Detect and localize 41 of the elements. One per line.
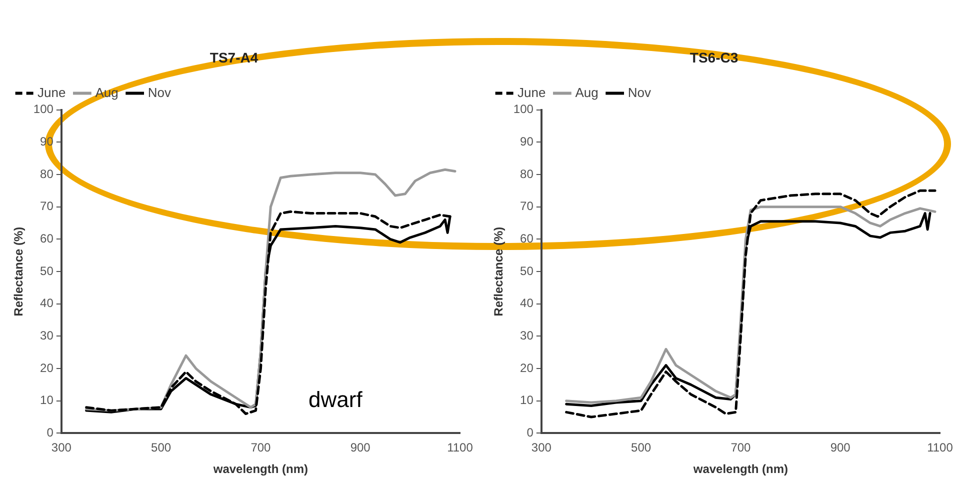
y-tick-label: 30 — [40, 328, 54, 342]
y-tick-label: 60 — [40, 231, 54, 246]
y-tick-label: 50 — [40, 264, 54, 278]
x-tick-label: 500 — [631, 440, 652, 455]
y-tick-label: 20 — [40, 360, 54, 375]
x-tick-label: 700 — [730, 440, 752, 455]
x-tick-label: 300 — [531, 440, 552, 455]
y-tick-label: 70 — [40, 199, 54, 214]
x-tick-label: 900 — [350, 440, 371, 455]
y-tick-label: 30 — [520, 328, 534, 342]
y-tick-label: 100 — [513, 102, 534, 116]
y-tick-label: 80 — [520, 166, 534, 181]
y-tick-label: 10 — [520, 393, 534, 408]
y-tick-label: 10 — [40, 393, 54, 408]
y-tick-label: 90 — [520, 134, 534, 148]
y-tick-label: 0 — [526, 426, 534, 440]
legend-label: June — [518, 84, 546, 100]
annotation: dwarf — [308, 386, 364, 412]
y-tick-label: 40 — [40, 296, 54, 310]
x-axis-title: wavelength (nm) — [212, 462, 308, 476]
y-tick-label: 20 — [520, 360, 534, 375]
legend-label: Aug — [575, 84, 598, 100]
x-tick-label: 300 — [51, 440, 72, 455]
y-tick-label: 80 — [40, 166, 54, 181]
x-tick-label: 900 — [830, 440, 851, 455]
y-tick-label: 100 — [33, 102, 54, 116]
y-tick-label: 60 — [520, 231, 534, 246]
y-tick-label: 40 — [520, 296, 534, 310]
legend-label: June — [38, 84, 66, 100]
legend-label: Nov — [628, 84, 652, 100]
x-axis-title: wavelength (nm) — [692, 462, 788, 476]
x-tick-label: 1100 — [927, 440, 954, 455]
y-tick-label: 70 — [520, 199, 534, 214]
y-axis-title: Reflectance (%) — [12, 226, 26, 316]
y-tick-label: 50 — [520, 264, 534, 278]
y-axis-title: Reflectance (%) — [492, 226, 506, 316]
legend-label: Nov — [148, 84, 172, 100]
x-tick-label: 700 — [250, 440, 272, 455]
y-tick-label: 0 — [46, 426, 54, 440]
x-tick-label: 500 — [151, 440, 172, 455]
x-tick-label: 1100 — [447, 440, 474, 455]
